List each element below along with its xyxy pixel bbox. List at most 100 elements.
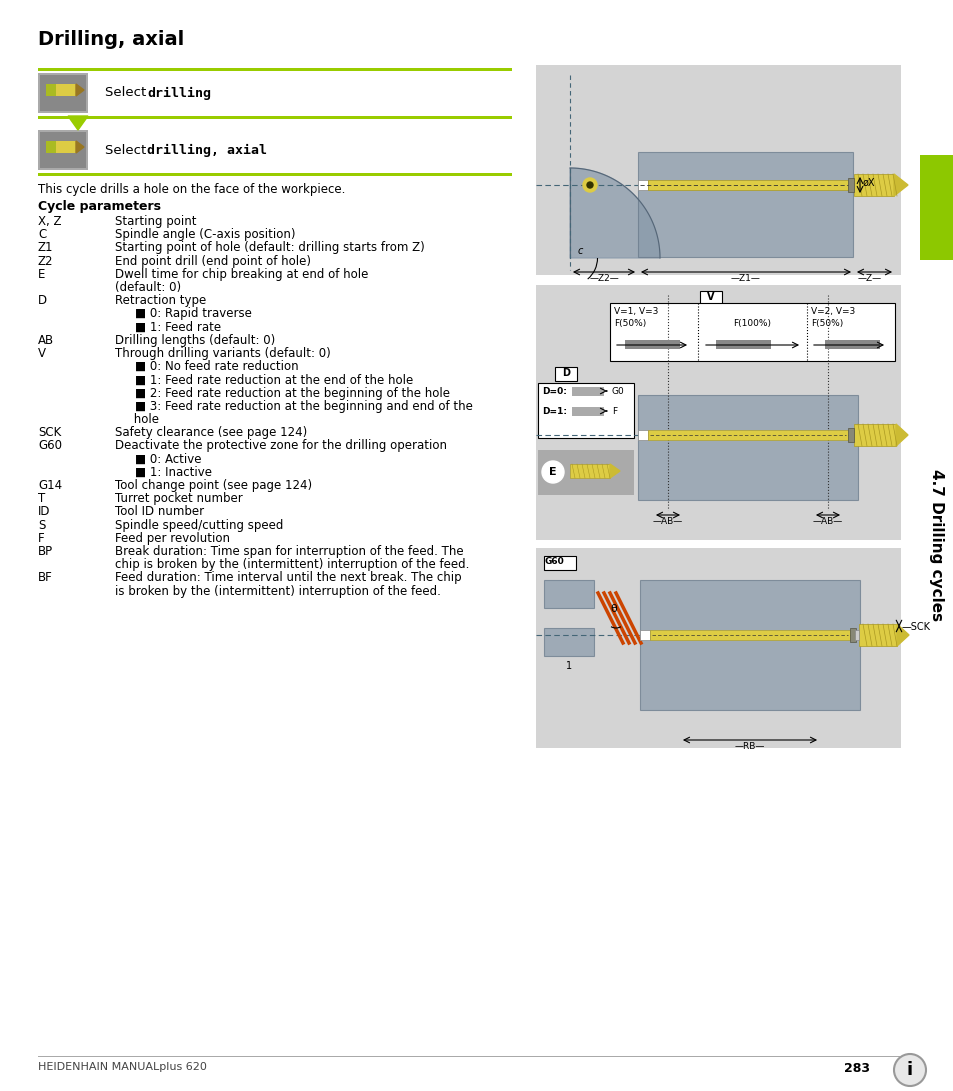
Bar [46,141,76,153]
Bar [46,84,76,96]
Circle shape [893,1054,925,1086]
Text: Cycle parameters: Cycle parameters [38,200,161,213]
Bar [543,556,576,570]
Polygon shape [893,173,907,196]
Text: Starting point: Starting point [115,215,196,228]
Text: Feed duration: Time interval until the next break. The chip: Feed duration: Time interval until the n… [115,572,461,585]
Text: ■ 0: No feed rate reduction: ■ 0: No feed rate reduction [135,360,298,373]
Text: F(50%): F(50%) [810,319,842,328]
Text: G60: G60 [38,440,62,453]
Text: —Z1—: —Z1— [730,274,760,283]
Bar [649,630,849,640]
Text: hole: hole [115,413,159,425]
Circle shape [586,182,593,188]
Text: Retraction type: Retraction type [115,295,206,308]
Bar [536,285,900,540]
Text: 4.7 Drilling cycles: 4.7 Drilling cycles [928,469,943,621]
Bar [847,428,853,442]
Text: is broken by the (intermittent) interruption of the feed.: is broken by the (intermittent) interrup… [115,585,440,598]
Text: G60: G60 [544,558,564,566]
Text: G14: G14 [38,479,62,492]
Text: drilling: drilling [147,86,211,99]
Text: F(50%): F(50%) [614,319,645,328]
Bar [46,84,56,96]
Text: Drilling, axial: Drilling, axial [38,29,184,49]
Circle shape [541,461,563,483]
Bar [858,624,896,646]
Bar [537,449,634,495]
Text: 283: 283 [843,1062,869,1075]
Polygon shape [609,464,619,478]
Text: This cycle drills a hole on the face of the workpiece.: This cycle drills a hole on the face of … [38,183,345,196]
Text: i: i [906,1062,912,1079]
Text: D: D [561,368,569,377]
Text: øX: øX [862,178,875,188]
Bar [609,303,894,361]
Polygon shape [895,424,907,446]
Text: Spindle speed/cutting speed: Spindle speed/cutting speed [115,518,283,531]
Text: Spindle angle (C-axis position): Spindle angle (C-axis position) [115,228,295,241]
Bar [38,130,88,170]
Text: —Z—: —Z— [857,274,882,283]
Text: ■ 3: Feed rate reduction at the beginning and end of the: ■ 3: Feed rate reduction at the beginnin… [135,399,473,412]
Bar [854,630,858,640]
Text: ■ 0: Active: ■ 0: Active [135,453,201,466]
Text: —SCK: —SCK [901,622,930,632]
Bar [638,152,852,257]
Bar [38,68,512,71]
Bar [639,630,649,640]
Text: F(100%): F(100%) [732,319,770,328]
Polygon shape [68,116,88,130]
Text: Tool ID number: Tool ID number [115,505,204,518]
Bar [536,548,900,748]
Text: F: F [38,531,45,544]
Bar [853,173,893,196]
Bar [638,180,647,190]
Text: BF: BF [38,572,52,585]
Text: Starting point of hole (default: drilling starts from Z): Starting point of hole (default: drillin… [115,241,424,254]
Text: (default: 0): (default: 0) [115,281,181,293]
Bar [639,580,859,710]
Text: C: C [38,228,46,241]
Bar [536,65,900,275]
Polygon shape [896,624,908,646]
Bar [543,628,594,656]
Text: c: c [578,245,583,256]
Text: BP: BP [38,546,53,558]
Bar [543,580,594,608]
Text: ID: ID [38,505,51,518]
Text: Dwell time for chip breaking at end of hole: Dwell time for chip breaking at end of h… [115,267,368,280]
Bar [716,340,770,349]
Text: Tool change point (see page 124): Tool change point (see page 124) [115,479,312,492]
Text: V: V [38,347,46,360]
Polygon shape [76,141,84,153]
Text: S: S [38,518,46,531]
Text: V: V [706,292,714,302]
Bar [904,0,953,1091]
Text: 1: 1 [565,661,572,671]
Bar [46,141,56,153]
Text: —RB—: —RB— [734,742,764,751]
Text: Break duration: Time span for interruption of the feed. The: Break duration: Time span for interrupti… [115,546,463,558]
Text: Feed per revolution: Feed per revolution [115,531,230,544]
Text: ■ 2: Feed rate reduction at the beginning of the hole: ■ 2: Feed rate reduction at the beginnin… [135,386,450,399]
Bar [638,430,647,440]
Text: ■ 1: Feed rate reduction at the end of the hole: ■ 1: Feed rate reduction at the end of t… [135,373,413,386]
Text: G0: G0 [612,387,624,396]
Bar [537,383,634,437]
Text: Through drilling variants (default: 0): Through drilling variants (default: 0) [115,347,331,360]
Bar [853,424,895,446]
Bar [847,178,853,192]
Text: AB: AB [38,334,54,347]
Text: E: E [549,467,557,477]
Text: Z1: Z1 [38,241,53,254]
Text: Select: Select [105,86,151,99]
Bar [38,173,512,176]
Bar [40,132,86,168]
Text: Select: Select [105,144,151,156]
Text: Deactivate the protective zone for the drilling operation: Deactivate the protective zone for the d… [115,440,447,453]
Text: drilling, axial: drilling, axial [147,143,267,156]
Bar [38,116,512,119]
Circle shape [582,178,597,192]
Bar [824,340,879,349]
